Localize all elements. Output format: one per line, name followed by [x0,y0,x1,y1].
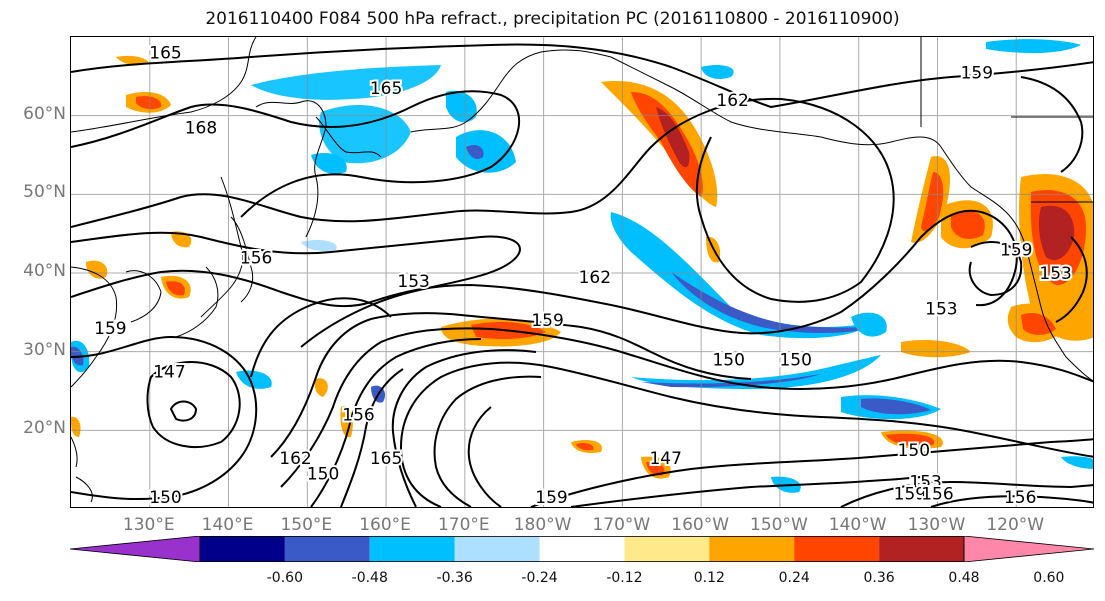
colorbar-low-extension [70,536,201,562]
longitude-label: 160°W [671,515,730,535]
colorbar [70,536,1094,562]
precipitation-shading [71,39,1093,493]
colorbar-segment [369,536,455,562]
coastlines [71,37,1093,503]
contour-label: 153 [397,272,429,292]
colorbar-tick-label: -0.36 [436,570,473,586]
contour-label: 156 [240,248,272,268]
contour-label: 159 [894,484,926,504]
colorbar-tick-label: 0.24 [778,570,810,586]
contour-label: 156 [921,484,953,504]
contour-label: 162 [579,268,611,288]
contour-label: 159 [94,319,126,339]
colorbar-segment [284,536,370,562]
longitude-label: 170°W [592,515,651,535]
contour-label: 156 [1004,488,1036,508]
longitude-label: 120°W [986,515,1045,535]
longitude-label: 140°W [828,515,887,535]
colorbar-segment [709,536,795,562]
colorbar-segment [794,536,880,562]
contour-label: 165 [149,44,181,64]
contour-label: 150 [898,441,930,461]
colorbar-tick-label: 0.36 [863,570,895,586]
map-title: 2016110400 F084 500 hPa refract., precip… [205,9,900,29]
colorbar-segment [200,536,285,562]
map-panel: 165 165 168 162 159 156 153 162 159 159 147 150 150 1… [70,36,1094,508]
colorbar-tick-label: 0.48 [948,570,980,586]
contour-label: 150 [149,488,181,508]
contour-label: 153 [909,472,941,492]
contour-label: 165 [370,449,402,469]
longitude-label: 170°E [437,515,490,535]
contour-label: 165 [370,79,402,99]
colorbar-segment [624,536,710,562]
colorbar-segment [454,536,540,562]
colorbar-tick-label: 0.60 [1033,570,1065,586]
refractivity-contours [71,43,1093,507]
contour-label: 150 [307,465,339,485]
contour-label: 162 [716,91,748,111]
colorbar-tick-label: -0.60 [266,570,303,586]
contour-label: 153 [925,299,957,319]
longitude-label: 180°W [513,515,572,535]
colorbar-tick-label: 0.12 [693,570,725,586]
longitude-label: 130°W [907,515,966,535]
longitude-label: 160°E [359,515,411,535]
longitude-label: 130°E [122,515,175,535]
contour-label: 159 [961,63,993,83]
contour-label: 150 [779,351,811,371]
longitude-label: 140°E [201,515,254,535]
contour-label: 156 [342,406,374,426]
latitude-label: 60°N [23,103,66,124]
contour-label: 162 [279,449,311,469]
contour-label: 168 [185,118,217,138]
latitude-label: 20°N [23,418,66,439]
colorbar-segment [539,536,625,562]
colorbar-tick-label: -0.48 [351,570,388,586]
longitude-label: 150°W [750,515,808,535]
colorbar-tick-label: -0.12 [606,570,643,586]
contour-label: 159 [535,488,567,508]
contour-label: 147 [153,362,185,382]
latitude-label: 30°N [23,339,66,360]
contour-label: 153 [1039,264,1071,284]
contour-label: 159 [1000,240,1032,260]
contour-label: 150 [712,351,744,371]
contour-label: 159 [531,311,563,331]
colorbar-high-extension [963,536,1094,562]
latitude-label: 50°N [23,182,66,203]
colorbar-tick-label: -0.24 [521,570,558,586]
colorbar-segment [879,536,964,562]
longitude-label: 150°E [280,515,333,535]
map-gridlines [71,37,1093,507]
colorbar-outline [199,536,965,562]
latitude-label: 40°N [23,261,66,281]
contour-label: 147 [649,449,681,469]
